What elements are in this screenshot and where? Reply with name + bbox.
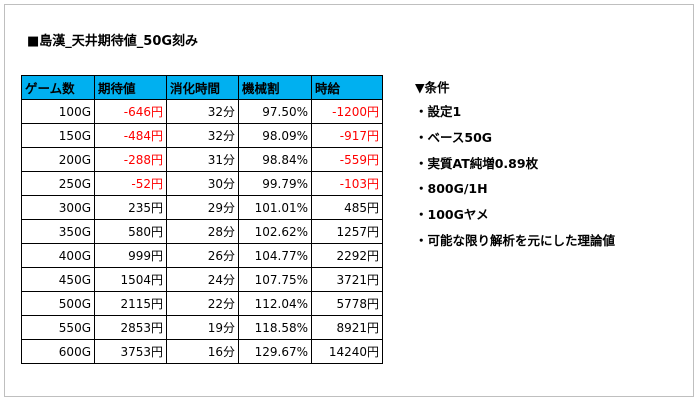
table-row: 500G 2115円 22分 112.04% 5778円	[21, 291, 383, 316]
cell-games: 450G	[21, 267, 95, 292]
cell-play-time: 24分	[166, 267, 239, 292]
table-body: 100G -646円 32分 97.50% -1200円 150G -484円 32分 98.0…	[21, 99, 383, 364]
cell-expected-value: -646円	[94, 99, 167, 124]
table-row: 250G -52円 30分 99.79% -103円	[21, 171, 383, 196]
cell-play-time: 28分	[166, 219, 239, 244]
cell-games: 500G	[21, 291, 95, 316]
cell-payout-rate: 98.84%	[238, 147, 312, 172]
cell-expected-value: -52円	[94, 171, 167, 196]
table-row: 300G 235円 29分 101.01% 485円	[21, 195, 383, 220]
table-row: 600G 3753円 16分 129.67% 14240円	[21, 339, 383, 364]
cell-hourly-wage: 485円	[311, 195, 383, 220]
sheet-title: ■島漢_天井期待値_50G刻み	[27, 34, 199, 49]
cell-expected-value: 580円	[94, 219, 167, 244]
header-games: ゲーム数	[21, 75, 95, 100]
cell-payout-rate: 118.58%	[238, 315, 312, 340]
cell-payout-rate: 112.04%	[238, 291, 312, 316]
header-hourly-wage: 時給	[311, 75, 383, 100]
cell-games: 400G	[21, 243, 95, 268]
cell-payout-rate: 104.77%	[238, 243, 312, 268]
cell-hourly-wage: -103円	[311, 171, 383, 196]
conditions-panel: ▼条件 ・設定1 ・ベース50G ・実質AT純増0.89枚 ・800G/1H ・100G…	[415, 79, 615, 258]
conditions-heading: ▼条件	[415, 80, 450, 95]
cell-hourly-wage: 1257円	[311, 219, 383, 244]
cell-hourly-wage: -559円	[311, 147, 383, 172]
header-expected-value: 期待値	[94, 75, 167, 100]
cell-expected-value: 2853円	[94, 315, 167, 340]
cell-expected-value: 2115円	[94, 291, 167, 316]
cell-payout-rate: 129.67%	[238, 339, 312, 364]
cell-expected-value: 1504円	[94, 267, 167, 292]
cell-play-time: 31分	[166, 147, 239, 172]
table-row: 150G -484円 32分 98.09% -917円	[21, 123, 383, 148]
cell-play-time: 26分	[166, 243, 239, 268]
cell-payout-rate: 107.75%	[238, 267, 312, 292]
cell-games: 300G	[21, 195, 95, 220]
table-row: 100G -646円 32分 97.50% -1200円	[21, 99, 383, 124]
cell-games: 600G	[21, 339, 95, 364]
cell-play-time: 30分	[166, 171, 239, 196]
cell-play-time: 32分	[166, 99, 239, 124]
cell-payout-rate: 99.79%	[238, 171, 312, 196]
table-row: 450G 1504円 24分 107.75% 3721円	[21, 267, 383, 292]
condition-item: ・ベース50G	[415, 129, 493, 145]
cell-expected-value: -288円	[94, 147, 167, 172]
condition-item: ・100Gヤメ	[415, 207, 489, 223]
condition-item: ・設定1	[415, 104, 462, 119]
cell-games: 100G	[21, 99, 95, 124]
cell-hourly-wage: 5778円	[311, 291, 383, 316]
cell-hourly-wage: 2292円	[311, 243, 383, 268]
cell-hourly-wage: 14240円	[311, 339, 383, 364]
table-row: 400G 999円 26分 104.77% 2292円	[21, 243, 383, 268]
cell-payout-rate: 97.50%	[238, 99, 312, 124]
cell-payout-rate: 102.62%	[238, 219, 312, 244]
cell-play-time: 32分	[166, 123, 239, 148]
cell-expected-value: -484円	[94, 123, 167, 148]
expected-value-table: ゲーム数 期待値 消化時間 機械割 時給 100G -646円 32分 97.50% -…	[21, 75, 383, 364]
cell-play-time: 29分	[166, 195, 239, 220]
condition-item: ・800G/1H	[415, 181, 488, 197]
cell-games: 200G	[21, 147, 95, 172]
cell-expected-value: 3753円	[94, 339, 167, 364]
table-row: 200G -288円 31分 98.84% -559円	[21, 147, 383, 172]
table-header-row: ゲーム数 期待値 消化時間 機械割 時給	[21, 75, 383, 100]
cell-games: 150G	[21, 123, 95, 148]
cell-hourly-wage: -917円	[311, 123, 383, 148]
cell-payout-rate: 98.09%	[238, 123, 312, 148]
header-play-time: 消化時間	[166, 75, 239, 100]
cell-hourly-wage: 3721円	[311, 267, 383, 292]
header-payout-rate: 機械割	[238, 75, 312, 100]
cell-hourly-wage: -1200円	[311, 99, 383, 124]
table-row: 350G 580円 28分 102.62% 1257円	[21, 219, 383, 244]
cell-games: 350G	[21, 219, 95, 244]
cell-play-time: 19分	[166, 315, 239, 340]
cell-games: 250G	[21, 171, 95, 196]
condition-item: ・実質AT純増0.89枚	[415, 155, 539, 171]
cell-expected-value: 235円	[94, 195, 167, 220]
cell-games: 550G	[21, 315, 95, 340]
conditions-list: ・設定1 ・ベース50G ・実質AT純増0.89枚 ・800G/1H ・100Gヤメ・可…	[415, 103, 615, 258]
cell-payout-rate: 101.01%	[238, 195, 312, 220]
cell-hourly-wage: 8921円	[311, 315, 383, 340]
cell-play-time: 22分	[166, 291, 239, 316]
cell-expected-value: 999円	[94, 243, 167, 268]
cell-play-time: 16分	[166, 339, 239, 364]
condition-item: ・可能な限り解析を元にした理論値	[415, 232, 616, 248]
table-row: 550G 2853円 19分 118.58% 8921円	[21, 315, 383, 340]
